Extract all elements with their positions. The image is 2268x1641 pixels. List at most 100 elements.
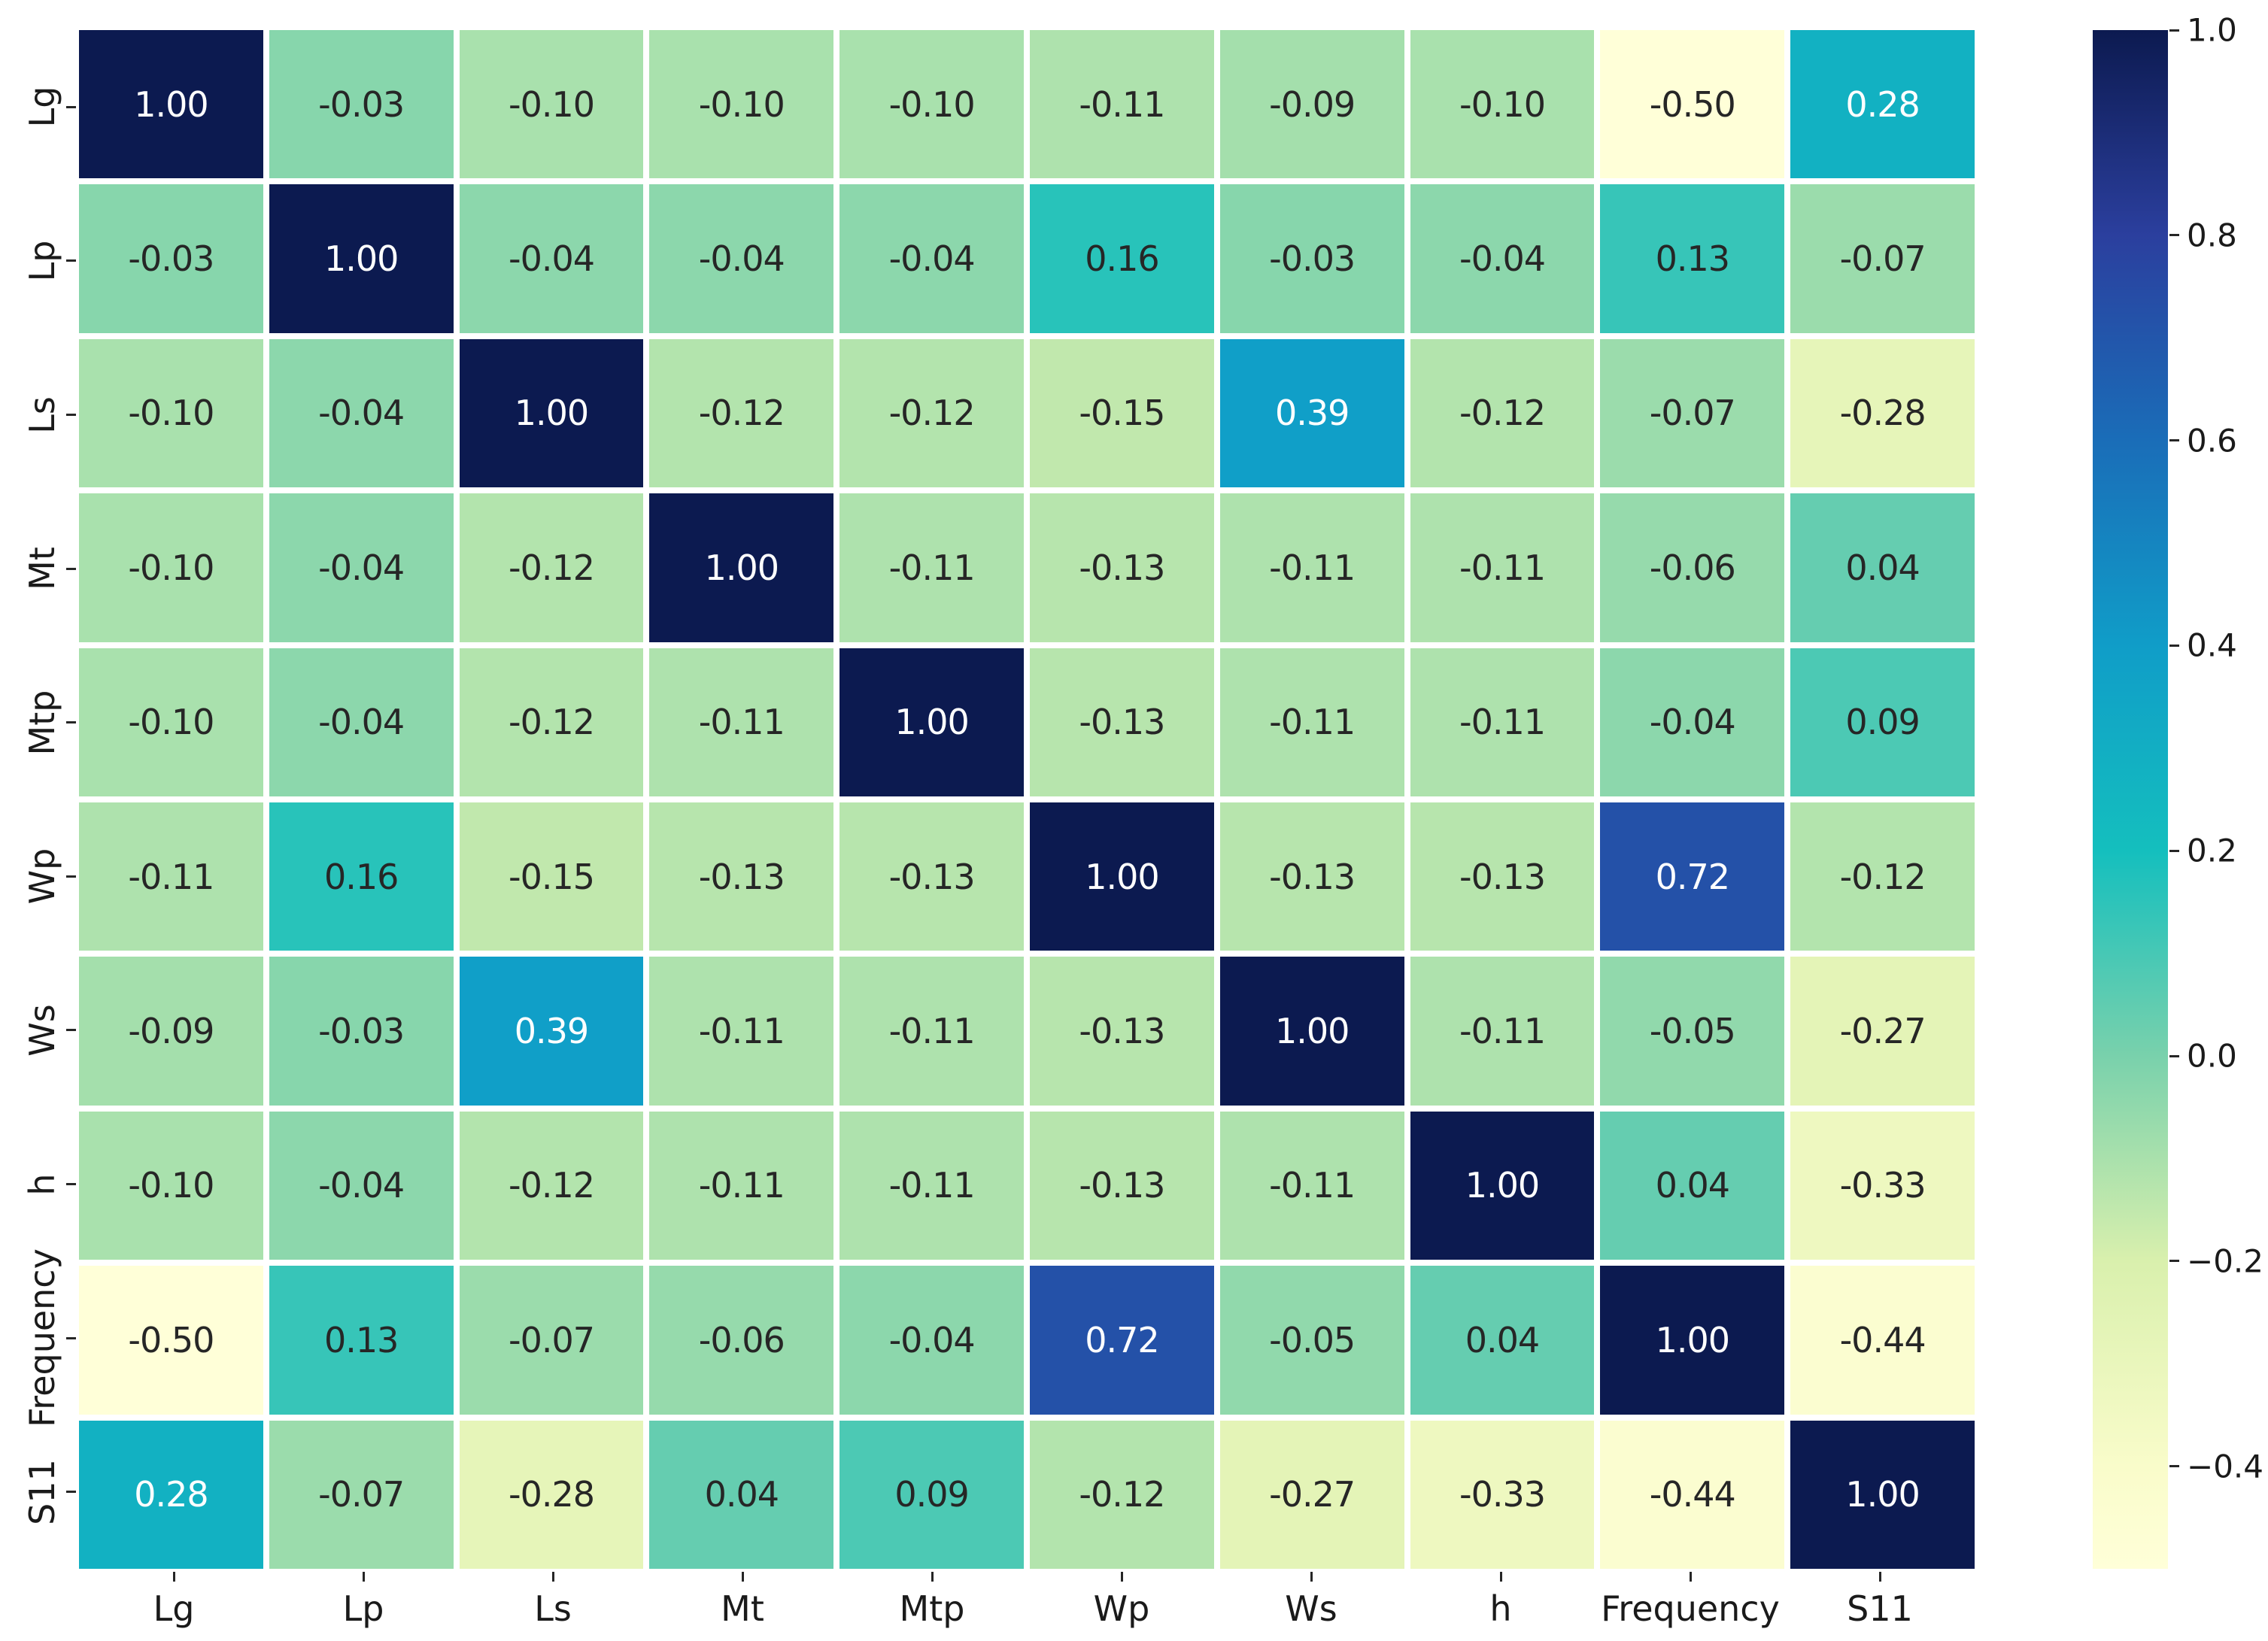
colorbar-tick-label: 1.0: [2187, 11, 2237, 49]
x-axis-tick-mark: [362, 1572, 365, 1582]
x-tick-label: Mtp: [899, 1588, 965, 1629]
heatmap-cell: -0.11: [1030, 30, 1214, 179]
heatmap-cell: -0.07: [1790, 184, 1975, 333]
heatmap-cell: 0.28: [1790, 30, 1975, 179]
heatmap-cell: -0.12: [459, 1111, 644, 1260]
x-axis-tick-mark: [741, 1572, 744, 1582]
colorbar-tick-label: 0.2: [2187, 832, 2237, 869]
colorbar-tick-mark: [2169, 29, 2179, 32]
heatmap-cell: -0.11: [649, 648, 834, 796]
y-tick-label: Mtp: [22, 690, 62, 756]
y-tick-label: Mt: [22, 547, 62, 590]
y-axis-tick-mark: [66, 1029, 76, 1032]
y-axis-tick-mark: [66, 1336, 76, 1339]
heatmap-cell: -0.13: [1030, 493, 1214, 642]
heatmap-grid: 1.00 -0.03 -0.10 -0.10 -0.10 -0.11 -0.09 -0.10-…: [79, 30, 1975, 1569]
heatmap-cell: -0.04: [839, 184, 1024, 333]
heatmap-cell: -0.11: [79, 802, 263, 951]
heatmap-cell: -0.27: [1219, 1420, 1404, 1569]
x-axis-tick-mark: [1689, 1572, 1692, 1582]
x-tick-label: Mt: [721, 1588, 764, 1629]
heatmap-cell: -0.10: [649, 30, 834, 179]
x-tick-label: Ls: [534, 1588, 572, 1629]
heatmap-cell: 1.00: [1600, 1266, 1785, 1415]
heatmap-cell: 1.00: [1410, 1111, 1595, 1260]
heatmap-cell: -0.07: [269, 1420, 454, 1569]
heatmap-cell: -0.13: [1030, 1111, 1214, 1260]
heatmap-cell: 0.04: [649, 1420, 834, 1569]
heatmap-cell: -0.11: [1219, 648, 1404, 796]
heatmap-cell: -0.11: [839, 493, 1024, 642]
heatmap-cell: 0.28: [79, 1420, 263, 1569]
y-axis-tick-mark: [66, 259, 76, 262]
heatmap-cell: -0.12: [459, 648, 644, 796]
x-tick-label: Lp: [342, 1588, 384, 1629]
heatmap-cell: -0.15: [459, 802, 644, 951]
y-tick-label: Ws: [22, 1004, 62, 1057]
x-axis-tick-mark: [551, 1572, 554, 1582]
y-tick-label: h: [22, 1172, 62, 1196]
heatmap-cell: 1.00: [459, 338, 644, 488]
y-axis-tick-mark: [66, 105, 76, 108]
heatmap-cell: -0.10: [839, 30, 1024, 179]
heatmap-cell: -0.13: [1030, 648, 1214, 796]
heatmap-cell: 0.13: [1600, 184, 1785, 333]
heatmap-cell: 0.72: [1600, 802, 1785, 951]
heatmap-cell: -0.03: [79, 184, 263, 333]
heatmap-cell: 0.04: [1410, 1266, 1595, 1415]
colorbar-tick-mark: [2169, 234, 2179, 237]
y-axis-tick-mark: [66, 1183, 76, 1185]
colorbar-tick-mark: [2169, 644, 2179, 647]
heatmap-cell: -0.33: [1410, 1420, 1595, 1569]
heatmap-cell: -0.04: [649, 184, 834, 333]
heatmap-cell: 0.09: [839, 1420, 1024, 1569]
y-axis-tick-mark: [66, 1491, 76, 1494]
heatmap-cell: -0.50: [79, 1266, 263, 1415]
colorbar: [2093, 30, 2168, 1569]
heatmap-cell: -0.28: [459, 1420, 644, 1569]
heatmap-cell: -0.09: [1219, 30, 1404, 179]
x-tick-label: S11: [1847, 1588, 1913, 1629]
heatmap-cell: 0.13: [269, 1266, 454, 1415]
colorbar-tick-label: −0.4: [2187, 1448, 2263, 1485]
colorbar-tick-mark: [2169, 1465, 2179, 1468]
heatmap-cell: -0.11: [1219, 493, 1404, 642]
heatmap-cell: 1.00: [1790, 1420, 1975, 1569]
heatmap-cell: -0.11: [1410, 648, 1595, 796]
heatmap-cell: -0.05: [1219, 1266, 1404, 1415]
heatmap-cell: -0.06: [649, 1266, 834, 1415]
heatmap-cell: -0.11: [839, 1111, 1024, 1260]
heatmap-cell: -0.44: [1790, 1266, 1975, 1415]
y-tick-label: Lg: [22, 86, 62, 128]
heatmap-cell: -0.04: [1600, 648, 1785, 796]
heatmap-cell: -0.12: [1790, 802, 1975, 951]
heatmap-cell: -0.10: [79, 338, 263, 488]
heatmap-cell: 0.09: [1790, 648, 1975, 796]
heatmap-cell: -0.04: [269, 493, 454, 642]
x-tick-label: Frequency: [1601, 1588, 1780, 1629]
heatmap-cell: -0.13: [839, 802, 1024, 951]
colorbar-tick-mark: [2169, 1260, 2179, 1263]
heatmap-cell: -0.13: [1219, 802, 1404, 951]
heatmap-cell: -0.10: [459, 30, 644, 179]
heatmap-cell: -0.44: [1600, 1420, 1785, 1569]
heatmap-cell: 1.00: [79, 30, 263, 179]
x-axis-tick-mark: [931, 1572, 934, 1582]
colorbar-tick-label: 0.6: [2187, 422, 2237, 460]
heatmap-cell: -0.04: [1410, 184, 1595, 333]
heatmap-cell: -0.10: [79, 493, 263, 642]
heatmap-cell: -0.09: [79, 957, 263, 1106]
x-tick-label: Wp: [1093, 1588, 1150, 1629]
y-axis-tick-mark: [66, 414, 76, 416]
heatmap-cell: -0.06: [1600, 493, 1785, 642]
colorbar-tick-mark: [2169, 849, 2179, 852]
heatmap-cell: -0.10: [1410, 30, 1595, 179]
x-tick-label: h: [1489, 1588, 1512, 1629]
heatmap-cell: -0.28: [1790, 338, 1975, 488]
heatmap-cell: -0.11: [1219, 1111, 1404, 1260]
x-tick-label: Ws: [1285, 1588, 1337, 1629]
heatmap-cell: -0.11: [1410, 493, 1595, 642]
heatmap-cell: -0.10: [79, 1111, 263, 1260]
heatmap-cell: -0.13: [649, 802, 834, 951]
